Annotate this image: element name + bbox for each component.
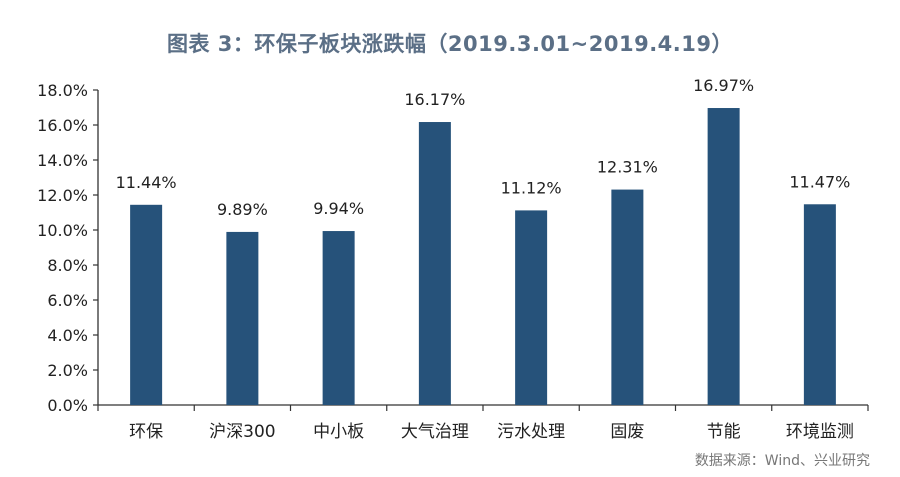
y-tick-label: 0.0% <box>47 396 88 415</box>
data-label: 9.94% <box>313 199 364 218</box>
x-category-label: 污水处理 <box>497 422 565 442</box>
bar <box>130 204 163 405</box>
bar <box>707 108 740 406</box>
bar <box>322 231 355 405</box>
data-label: 11.44% <box>116 173 177 192</box>
x-category-label: 环境监测 <box>786 422 854 442</box>
x-category-label: 沪深300 <box>209 422 275 442</box>
x-category-label: 固废 <box>610 422 644 442</box>
bar <box>418 122 451 406</box>
y-tick-label: 4.0% <box>47 326 88 345</box>
data-label: 16.17% <box>404 90 465 109</box>
x-category-label: 环保 <box>129 422 163 442</box>
x-category-label: 大气治理 <box>401 422 469 442</box>
y-tick-label: 2.0% <box>47 361 88 380</box>
x-category-label: 节能 <box>707 422 741 442</box>
y-tick-label: 12.0% <box>37 186 88 205</box>
y-tick-label: 10.0% <box>37 221 88 240</box>
source-note: 数据来源：Wind、兴业研究 <box>694 453 870 469</box>
data-label: 11.47% <box>789 172 850 191</box>
bar <box>226 231 259 405</box>
y-tick-label: 14.0% <box>37 151 88 170</box>
chart-title: 图表 3：环保子板块涨跌幅（2019.3.01~2019.4.19） <box>167 32 733 56</box>
bar <box>611 189 644 405</box>
data-label: 9.89% <box>217 200 268 219</box>
data-label: 12.31% <box>597 158 658 177</box>
y-tick-label: 6.0% <box>47 291 88 310</box>
y-tick-label: 16.0% <box>37 116 88 135</box>
data-label: 16.97% <box>693 76 754 95</box>
y-tick-label: 8.0% <box>47 256 88 275</box>
bar <box>515 210 548 405</box>
x-category-label: 中小板 <box>313 422 364 442</box>
data-label: 11.12% <box>501 178 562 197</box>
y-tick-label: 18.0% <box>37 81 88 100</box>
bar <box>803 204 836 405</box>
